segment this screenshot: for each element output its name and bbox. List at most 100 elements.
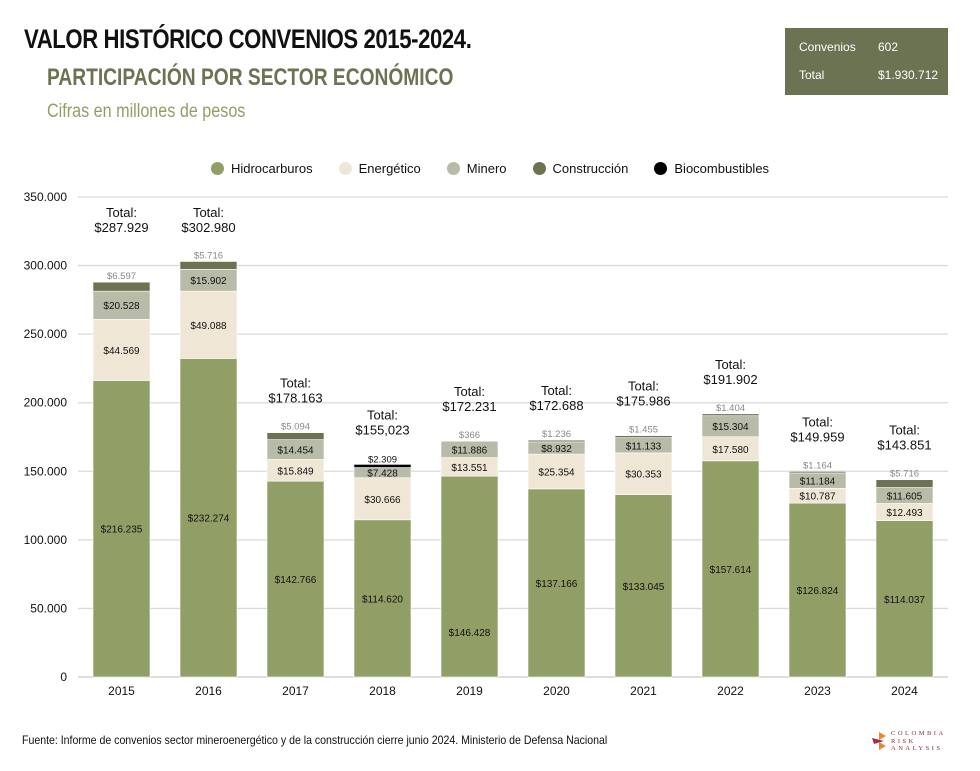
bar-segment-construcción (788, 471, 847, 474)
total-prefix: Total: (715, 357, 746, 372)
y-tick-label: 0 (60, 670, 67, 684)
x-tick-label: 2015 (108, 684, 135, 698)
total-label: $143.851 (877, 438, 931, 453)
bar-segment-hidrocarburos (440, 475, 499, 678)
data-label: $126.824 (797, 586, 839, 597)
total-label: $191.902 (703, 372, 757, 387)
data-label: $6.597 (107, 271, 136, 282)
y-tick-label: 150.000 (24, 464, 68, 478)
legend-swatch (654, 162, 668, 175)
bar-segment-construcción (179, 261, 238, 270)
legend: Hidrocarburos Energético Minero Construc… (0, 161, 980, 176)
bar-segment-hidrocarburos (353, 519, 412, 678)
data-label: $8.932 (541, 444, 572, 455)
data-label: $114.620 (362, 594, 403, 605)
total-label: $287.929 (94, 220, 148, 235)
bar-segment-energético (614, 452, 673, 495)
data-label: $10.787 (799, 492, 836, 503)
colombia-risk-analysis-logo: COLOMBIA RISK ANALYSIS (872, 730, 946, 753)
x-tick-label: 2016 (195, 684, 222, 698)
x-tick-label: 2019 (456, 684, 483, 698)
data-label: $157.614 (710, 565, 752, 576)
bar-segment-hidrocarburos (701, 460, 760, 678)
summary-box: Convenios 602 Total $1.930.712 (785, 28, 948, 95)
data-label: $11.133 (626, 441, 662, 452)
total-prefix: Total: (193, 205, 224, 220)
legend-swatch (338, 162, 352, 175)
y-tick-label: 350.000 (24, 190, 68, 204)
bar-segment-hidrocarburos (92, 380, 151, 678)
legend-item-energetico: Energético (338, 161, 421, 176)
bar-segment-biocombustibles (353, 464, 412, 468)
bar-segment-construcción (701, 413, 760, 417)
total-label: $149.959 (790, 429, 844, 444)
total-label: $172.688 (529, 398, 583, 413)
bar-segment-hidrocarburos (875, 520, 934, 678)
bar-segment-energético (353, 477, 412, 521)
legend-item-hidrocarburos: Hidrocarburos (210, 161, 313, 176)
legend-label: Hidrocarburos (230, 161, 313, 176)
data-label: $11.605 (887, 492, 923, 503)
data-label: $1.455 (629, 425, 658, 436)
data-label: $133.045 (623, 582, 665, 593)
legend-swatch (446, 162, 460, 175)
legend-item-biocombustibles: Biocombustibles (654, 161, 769, 176)
data-label: $30.666 (364, 495, 401, 506)
data-label: $13.551 (451, 463, 488, 474)
bar-segment-construcción (440, 440, 499, 442)
total-prefix: Total: (802, 414, 833, 429)
legend-label: Minero (466, 161, 507, 176)
x-tick-label: 2024 (891, 684, 918, 698)
data-label: $1.404 (716, 403, 745, 414)
bar-segment-construcción (614, 435, 673, 438)
y-tick-label: 250.000 (24, 327, 68, 341)
data-label: $7.428 (367, 469, 398, 480)
data-label: $30.353 (625, 470, 662, 481)
data-label: $1.164 (803, 460, 832, 471)
bar-segment-construcción (527, 439, 586, 443)
source-note: Fuente: Informe de convenios sector mine… (22, 733, 608, 747)
total-label: $302.980 (181, 220, 235, 235)
data-label: $12.493 (886, 508, 923, 519)
summary-value-convenios: 602 (878, 40, 899, 54)
bar-segment-construcción (875, 479, 934, 488)
chart-title: VALOR HISTÓRICO CONVENIOS 2015-2024. (24, 24, 472, 54)
data-label: $20.528 (103, 301, 140, 312)
y-tick-label: 200.000 (24, 396, 68, 410)
logo-mark-icon (872, 732, 886, 751)
data-label: $114.037 (884, 595, 925, 606)
data-label: $2.309 (368, 454, 397, 465)
bar-segment-hidrocarburos (179, 358, 238, 678)
data-label: $142.766 (275, 575, 317, 586)
x-tick-label: 2020 (543, 684, 570, 698)
total-prefix: Total: (628, 379, 659, 394)
total-prefix: Total: (541, 383, 572, 398)
bar-segment-energético (92, 319, 151, 381)
data-label: $5.094 (281, 422, 310, 433)
legend-item-construccion: Construcción (532, 161, 628, 176)
data-label: $17.580 (712, 445, 749, 456)
total-label: $178.163 (268, 391, 322, 406)
total-prefix: Total: (280, 376, 311, 391)
data-label: $5.716 (890, 469, 919, 480)
legend-swatch (210, 162, 224, 175)
data-label: $15.849 (277, 466, 314, 477)
total-prefix: Total: (889, 423, 920, 438)
units-note: Cifras en millones de pesos (47, 101, 246, 122)
x-tick-label: 2023 (804, 684, 831, 698)
bar-segment-energético (179, 290, 238, 359)
x-tick-label: 2022 (717, 684, 744, 698)
legend-label: Energético (358, 161, 421, 176)
x-tick-label: 2018 (369, 684, 396, 698)
data-label: $15.902 (190, 276, 227, 287)
total-prefix: Total: (367, 407, 398, 422)
data-label: $44.569 (103, 346, 140, 357)
data-label: $15.304 (712, 422, 749, 433)
bar-segment-hidrocarburos (266, 480, 325, 678)
total-label: $155,023 (355, 422, 409, 437)
total-prefix: Total: (106, 205, 137, 220)
summary-value-total: $1.930.712 (878, 68, 939, 82)
summary-label-total: Total (799, 68, 825, 82)
data-label: $11.886 (452, 445, 488, 456)
bar-segment-hidrocarburos (614, 494, 673, 678)
